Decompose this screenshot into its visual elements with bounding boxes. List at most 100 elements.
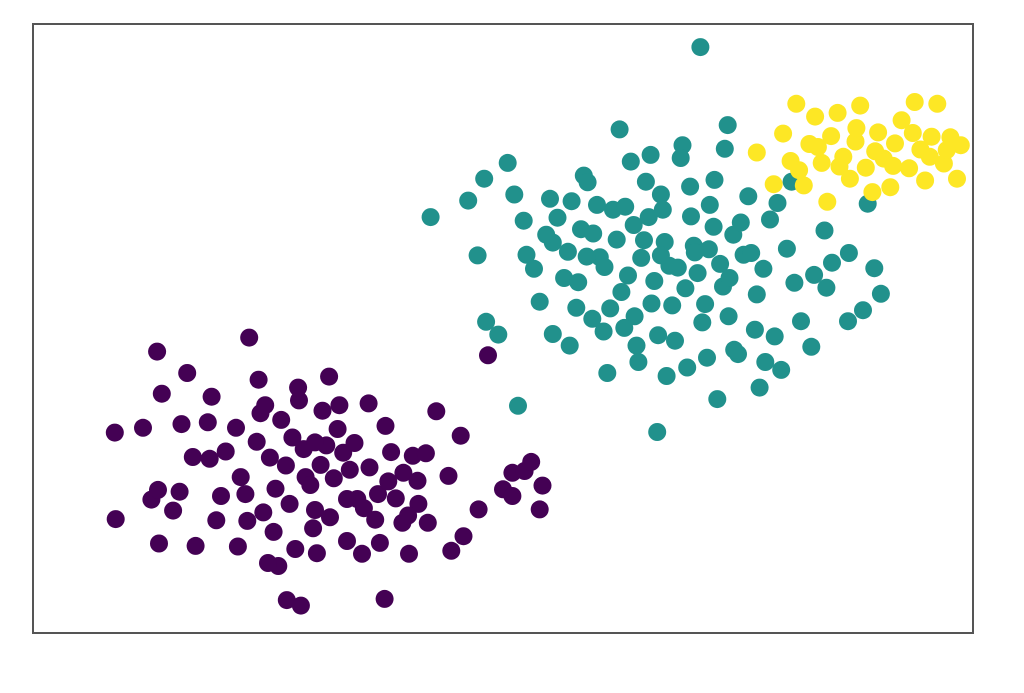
point-series-1-74 [324, 469, 343, 488]
point-series-1-62 [198, 413, 217, 432]
point-series-2-35 [691, 38, 710, 57]
point-series-2-15 [560, 336, 579, 355]
point-series-3-22 [886, 134, 904, 153]
point-series-1-99 [286, 540, 305, 558]
point-series-1-66 [254, 503, 273, 522]
point-series-1-22 [260, 448, 279, 467]
point-series-1-49 [439, 466, 458, 485]
point-series-3-39 [884, 156, 903, 175]
point-series-2-79 [704, 217, 723, 236]
point-series-2-14 [555, 269, 574, 287]
point-series-2-85 [588, 195, 606, 214]
point-series-1-82 [408, 471, 427, 490]
point-series-1-71 [301, 476, 320, 494]
point-series-2-80 [711, 254, 730, 273]
point-series-2-111 [594, 322, 613, 341]
point-series-3-40 [903, 124, 922, 142]
point-series-2-81 [720, 269, 739, 287]
point-series-1-27 [290, 391, 308, 410]
point-series-1-80 [386, 489, 405, 508]
point-series-3-37 [847, 119, 866, 138]
point-series-2-97 [567, 298, 586, 317]
point-series-1-94 [354, 499, 373, 518]
point-series-3-24 [900, 159, 919, 178]
point-series-2-112 [629, 353, 648, 371]
point-series-2-9 [505, 185, 524, 204]
point-series-1-89 [238, 511, 257, 530]
point-series-2-99 [649, 326, 668, 345]
point-series-2-103 [805, 265, 824, 284]
point-series-2-65 [558, 242, 577, 261]
point-series-2-88 [625, 307, 644, 326]
point-series-2-101 [745, 320, 764, 339]
point-series-1-93 [330, 396, 349, 415]
point-series-3-14 [840, 169, 859, 188]
point-series-2-31 [666, 331, 684, 350]
point-series-2-45 [750, 378, 769, 397]
point-series-1-31 [320, 367, 339, 386]
point-series-2-44 [739, 187, 758, 206]
point-series-1-85 [280, 494, 299, 513]
point-series-2-106 [641, 145, 660, 164]
point-series-3-29 [928, 94, 947, 113]
point-series-1-60 [530, 500, 549, 519]
point-series-2-114 [756, 353, 775, 371]
point-series-3-5 [787, 94, 806, 113]
point-series-1-101 [306, 433, 324, 452]
series-3 [747, 93, 970, 211]
point-series-1-36 [353, 544, 371, 563]
point-series-2-51 [785, 273, 804, 292]
point-series-1-83 [416, 444, 435, 463]
point-series-1-14 [200, 449, 219, 468]
point-series-3-35 [808, 138, 827, 156]
point-series-1-2 [105, 423, 124, 442]
point-series-1-76 [345, 434, 364, 452]
series-2 [421, 38, 890, 441]
point-series-3-16 [851, 96, 870, 115]
point-series-1-65 [247, 432, 266, 451]
point-series-2-25 [627, 336, 646, 355]
point-series-1-98 [259, 554, 277, 572]
point-series-1-54 [479, 346, 497, 365]
point-series-2-6 [459, 191, 478, 210]
point-series-2-70 [619, 266, 637, 285]
point-series-2-48 [765, 327, 784, 346]
point-series-2-33 [678, 358, 697, 377]
point-series-1-68 [276, 456, 295, 475]
point-series-2-76 [676, 279, 695, 298]
point-series-1-11 [170, 482, 189, 501]
point-series-1-51 [451, 426, 470, 445]
point-series-2-72 [639, 208, 658, 227]
point-series-3-42 [937, 141, 956, 160]
point-series-2-50 [777, 239, 796, 258]
point-series-2-59 [854, 301, 872, 320]
point-series-2-69 [607, 230, 626, 249]
point-series-3-2 [764, 175, 783, 194]
point-series-1-15 [207, 511, 226, 530]
point-series-2-23 [612, 283, 631, 301]
point-series-2-52 [792, 312, 810, 331]
point-series-1-5 [148, 342, 167, 361]
point-series-1-37 [359, 394, 378, 413]
point-series-1-32 [328, 420, 347, 438]
point-series-2-12 [541, 189, 559, 208]
point-series-2-38 [708, 390, 727, 409]
point-series-1-12 [178, 364, 197, 382]
point-series-2-118 [624, 216, 643, 234]
point-series-3-9 [812, 153, 831, 172]
point-series-1-95 [183, 448, 202, 466]
point-series-1-90 [212, 487, 230, 505]
point-series-1-7 [150, 534, 168, 553]
point-series-2-109 [562, 192, 581, 211]
point-series-2-1 [421, 208, 440, 227]
point-series-2-8 [498, 153, 517, 172]
point-series-1-50 [442, 541, 461, 560]
point-series-2-117 [514, 211, 533, 230]
point-series-2-29 [651, 185, 670, 204]
point-series-1-44 [400, 544, 418, 563]
point-series-1-43 [394, 463, 413, 482]
point-series-3-1 [747, 143, 766, 162]
point-series-1-18 [236, 485, 255, 504]
point-series-1-17 [228, 537, 247, 556]
point-series-2-67 [584, 224, 603, 243]
